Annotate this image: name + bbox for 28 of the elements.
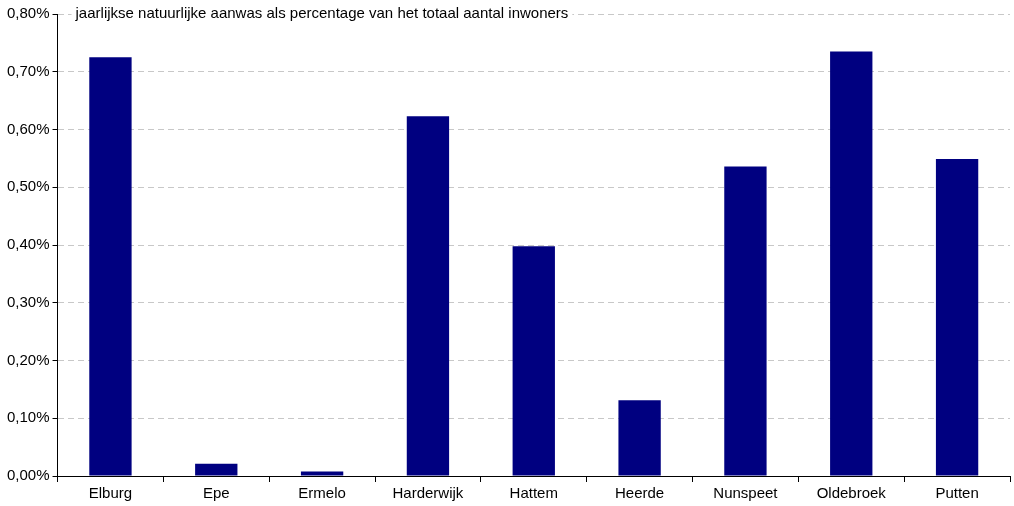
bar: [406, 116, 450, 476]
bar: [724, 166, 767, 476]
y-tick-label: 0,50%: [6, 177, 50, 195]
bar: [512, 246, 555, 476]
y-tick-label: 0,40%: [6, 235, 50, 253]
bar: [89, 57, 132, 476]
y-tick-label: 0,60%: [6, 119, 50, 137]
y-tick-label: 0,10%: [6, 408, 50, 426]
x-tick-label: Putten: [935, 484, 979, 502]
x-tick-label: Heerde: [614, 484, 665, 502]
x-tick-label: Epe: [202, 484, 230, 502]
bar: [618, 400, 661, 476]
x-tick-label: Ermelo: [298, 484, 346, 502]
y-tick-label: 0,70%: [6, 61, 50, 79]
y-tick-label: 0,30%: [6, 292, 50, 310]
bar: [300, 471, 344, 476]
bar: [195, 463, 238, 476]
bar: [830, 51, 873, 476]
x-tick-label: Nunspeet: [713, 484, 779, 502]
x-tick-label: Harderwijk: [392, 484, 464, 502]
x-tick-label: Elburg: [88, 484, 133, 502]
y-tick-label: 0,00%: [6, 466, 50, 484]
chart-title: jaarlijkse natuurlijke aanwas als percentage van het totaal aantal inwoners: [74, 4, 569, 22]
bar: [935, 158, 979, 476]
x-tick-label: Oldebroek: [816, 484, 887, 502]
x-tick-label: Hattem: [509, 484, 558, 502]
y-tick-label: 0,80%: [6, 4, 50, 22]
y-tick-label: 0,20%: [6, 350, 50, 368]
